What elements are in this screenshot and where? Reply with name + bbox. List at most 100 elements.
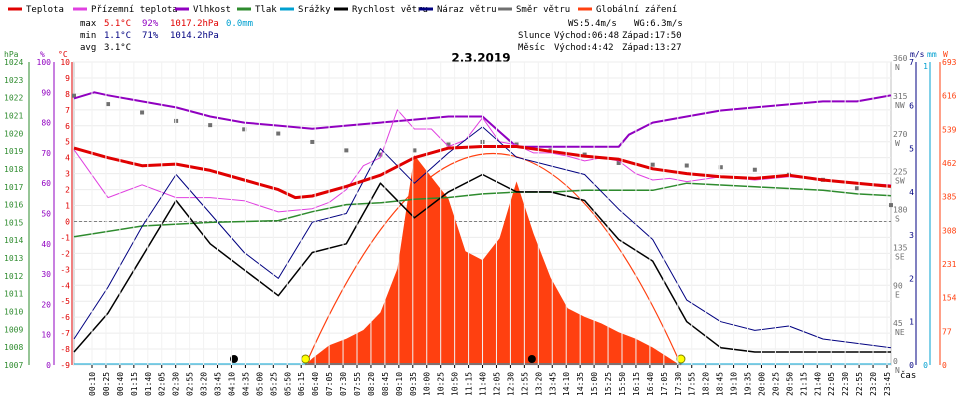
tick-ms-2: 5 bbox=[909, 145, 914, 154]
tick-degc-18: -8 bbox=[60, 345, 70, 354]
x-tick-1: 00:25 bbox=[102, 372, 111, 396]
tick-dir-8: 0 bbox=[893, 357, 898, 366]
wind-dir-point-18 bbox=[684, 163, 689, 168]
chart-title: 2.3.2019 bbox=[451, 51, 510, 65]
x-tick-20: 08:20 bbox=[367, 372, 376, 396]
x-tick-43: 17:55 bbox=[688, 372, 697, 396]
x-tick-46: 19:10 bbox=[730, 372, 739, 396]
tick-dir-label-1: NW bbox=[895, 101, 905, 110]
x-tick-52: 21:40 bbox=[813, 372, 822, 396]
tick-w-6: 231 bbox=[942, 260, 957, 269]
tick-w-4: 385 bbox=[942, 193, 957, 202]
tick-hpa-2: 1022 bbox=[4, 94, 23, 103]
sun-label: Slunce bbox=[518, 31, 551, 41]
x-tick-57: 23:45 bbox=[883, 372, 892, 396]
tick-degc-19: -9 bbox=[60, 361, 70, 370]
wind-dir-point-6 bbox=[276, 131, 281, 136]
tick-degc-11: -1 bbox=[60, 233, 70, 242]
x-tick-40: 16:40 bbox=[646, 372, 655, 396]
unit-pct: % bbox=[40, 50, 45, 59]
x-tick-32: 13:20 bbox=[534, 372, 543, 396]
tick-pct-6: 40 bbox=[41, 240, 51, 249]
tick-degc-17: -7 bbox=[60, 329, 70, 338]
x-tick-5: 02:05 bbox=[158, 372, 167, 396]
tick-degc-0: 10 bbox=[60, 58, 70, 67]
x-tick-47: 19:35 bbox=[744, 372, 753, 396]
stats-panel: max 5.1°C 92% 1017.2hPa 0.0mm min 1.1°C … bbox=[80, 19, 683, 53]
sun-theoretical-arc bbox=[304, 152, 682, 366]
stats-max-press: 1017.2hPa bbox=[170, 19, 219, 29]
legend: Teplota Přízemní teplota Vlhkost Tlak Srážky… bbox=[8, 5, 677, 15]
tick-pct-1: 90 bbox=[41, 88, 51, 97]
x-tick-36: 15:00 bbox=[590, 372, 599, 396]
tick-hpa-15: 1009 bbox=[4, 325, 23, 334]
tick-degc-14: -4 bbox=[60, 281, 70, 290]
tick-w-0: 693 bbox=[942, 58, 957, 67]
x-tick-34: 14:10 bbox=[562, 372, 571, 396]
tick-w-7: 154 bbox=[942, 294, 957, 303]
tick-w-5: 308 bbox=[942, 226, 957, 235]
tick-mm-0: 1 bbox=[923, 62, 928, 71]
sun-set: Západ:17:50 bbox=[622, 31, 682, 41]
wind-dir-point-15 bbox=[582, 152, 587, 157]
wind-dir-point-20 bbox=[752, 167, 757, 172]
tick-pct-8: 20 bbox=[41, 300, 51, 309]
tick-dir-3: 225 bbox=[893, 168, 908, 177]
tick-degc-6: 4 bbox=[65, 154, 70, 163]
tick-hpa-5: 1019 bbox=[4, 147, 23, 156]
x-tick-25: 10:25 bbox=[437, 372, 446, 396]
tick-dir-label-0: N bbox=[895, 63, 900, 72]
tick-hpa-3: 1021 bbox=[4, 111, 23, 120]
tick-pct-5: 50 bbox=[41, 210, 51, 219]
legend-label-3: Vlhkost bbox=[193, 5, 231, 15]
tick-dir-4: 180 bbox=[893, 206, 908, 215]
tick-hpa-1: 1023 bbox=[4, 76, 23, 85]
moon-label: Měsíc bbox=[518, 43, 545, 53]
x-tick-53: 22:05 bbox=[827, 372, 836, 396]
wind-dir-point-2 bbox=[140, 110, 145, 115]
tick-degc-10: 0 bbox=[65, 217, 70, 226]
tick-pct-4: 60 bbox=[41, 179, 51, 188]
wind-wg: WG:6.3m/s bbox=[634, 19, 683, 29]
tick-w-3: 462 bbox=[942, 159, 957, 168]
tick-degc-15: -5 bbox=[60, 297, 70, 306]
tick-ms-6: 1 bbox=[909, 318, 914, 327]
tick-w-2: 539 bbox=[942, 125, 957, 134]
x-axis-ticks: 00:10 00:25 00:40 01:15 01:40 02:05 02:30 02:55… bbox=[88, 62, 892, 396]
x-tick-56: 23:20 bbox=[869, 372, 878, 396]
x-tick-22: 09:10 bbox=[395, 372, 404, 396]
x-tick-0: 00:10 bbox=[88, 372, 97, 396]
moon-set: Západ:13:27 bbox=[622, 43, 682, 53]
x-tick-14: 05:50 bbox=[283, 372, 292, 396]
x-tick-41: 17:05 bbox=[660, 372, 669, 396]
moonset-marker bbox=[527, 355, 536, 363]
tick-hpa-17: 1007 bbox=[4, 361, 23, 370]
x-tick-6: 02:30 bbox=[172, 372, 181, 396]
tick-dir-2: 270 bbox=[893, 130, 908, 139]
tick-dir-label-7: NE bbox=[895, 328, 905, 337]
stats-min-hum: 71% bbox=[142, 31, 159, 41]
x-tick-2: 00:40 bbox=[116, 372, 125, 396]
moon-rise: Východ:4:42 bbox=[554, 43, 614, 53]
tick-dir-label-3: SW bbox=[895, 177, 905, 186]
tick-hpa-12: 1012 bbox=[4, 272, 23, 281]
x-tick-26: 10:50 bbox=[451, 372, 460, 396]
x-tick-29: 12:05 bbox=[492, 372, 501, 396]
x-tick-8: 03:20 bbox=[200, 372, 209, 396]
tick-ms-1: 6 bbox=[909, 101, 914, 110]
wind-dir-point-7 bbox=[310, 139, 315, 144]
wind-ws: WS:5.4m/s bbox=[568, 19, 617, 29]
wind-dir-point-10 bbox=[412, 148, 417, 153]
tick-dir-6: 90 bbox=[893, 281, 903, 290]
tick-hpa-4: 1020 bbox=[4, 129, 23, 138]
tick-degc-4: 6 bbox=[65, 122, 70, 131]
moonrise-marker bbox=[229, 355, 238, 363]
tick-dir-label-5: SE bbox=[895, 252, 905, 261]
wind-dir-point-16 bbox=[616, 161, 621, 165]
x-tick-51: 21:15 bbox=[799, 372, 808, 396]
tick-hpa-6: 1018 bbox=[4, 165, 23, 174]
stats-max-hum: 92% bbox=[142, 19, 159, 29]
legend-label-2: Přízemní teplota bbox=[91, 5, 178, 15]
legend-label-7: Náraz větru bbox=[437, 5, 497, 15]
